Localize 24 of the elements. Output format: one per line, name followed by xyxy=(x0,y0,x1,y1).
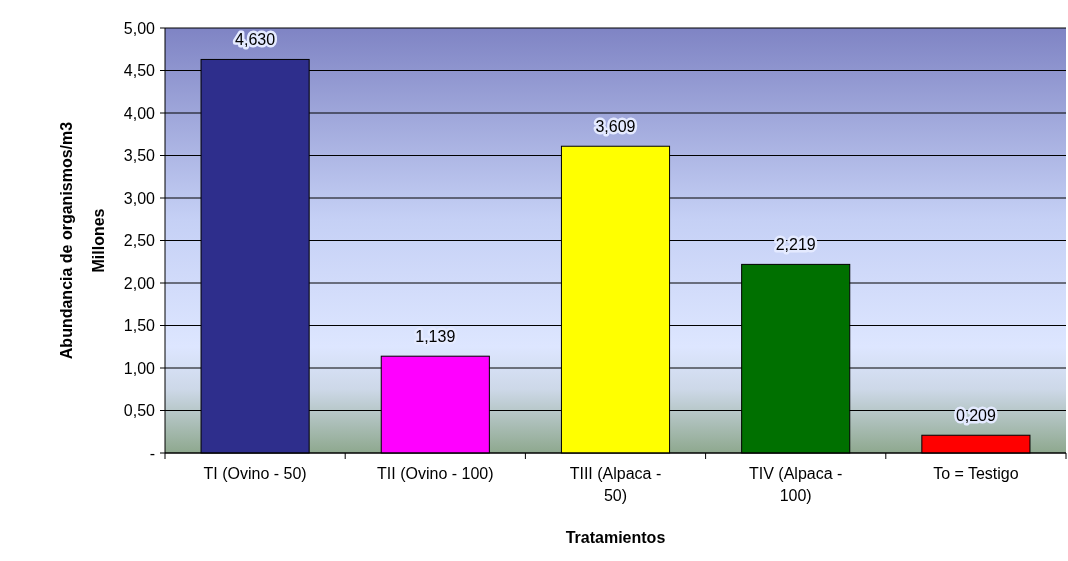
x-tick-label: To = Testigo xyxy=(933,465,1019,482)
x-tick-label: TIV (Alpaca - 100) xyxy=(749,465,843,504)
y-tick-label: 2,00 xyxy=(123,274,156,292)
y-tick-label: 4,50 xyxy=(123,62,156,80)
text: Millones xyxy=(90,208,107,273)
y-tick-label: 1,00 xyxy=(123,359,156,377)
y-tick-label: 4,00 xyxy=(123,104,156,122)
x-tick-label: TI (Ovino - 50) xyxy=(203,465,307,482)
y-tick-label: 3,50 xyxy=(123,147,156,165)
y-tick-label: 5,00 xyxy=(123,19,156,37)
data-label: 4,630 xyxy=(235,31,276,49)
y-tick-label: 2,50 xyxy=(123,232,156,250)
y-tick-label: - xyxy=(149,444,155,462)
data-label: 1,139 xyxy=(415,328,456,346)
y-tick-label: 0,50 xyxy=(123,402,156,420)
x-tick-label: TII (Ovino - 100) xyxy=(377,465,494,482)
y-tick-label: 3,00 xyxy=(123,189,156,207)
x-tick-label: TIII (Alpaca - 50) xyxy=(569,465,662,504)
y-tick-label: 1,50 xyxy=(123,317,156,335)
y-axis-title: Abundancia de organismos/m3 xyxy=(58,121,75,360)
data-label: 0,209 xyxy=(955,407,997,425)
data-label: 3,609 xyxy=(595,118,636,136)
x-axis-title: Tratamientos xyxy=(565,529,666,546)
data-label: 2,219 xyxy=(775,236,816,254)
